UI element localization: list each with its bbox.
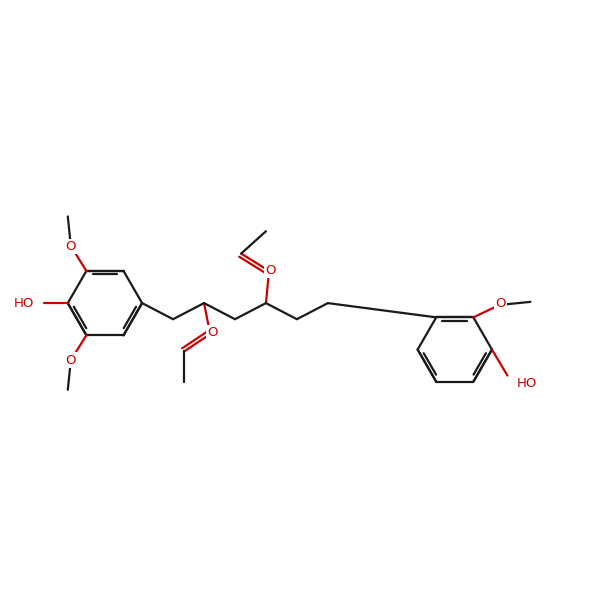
Text: O: O [496,297,506,310]
Text: O: O [207,326,217,340]
Text: O: O [65,239,76,253]
Text: O: O [265,265,275,277]
Text: O: O [65,353,76,367]
Text: HO: HO [517,377,537,390]
Text: HO: HO [13,296,34,310]
